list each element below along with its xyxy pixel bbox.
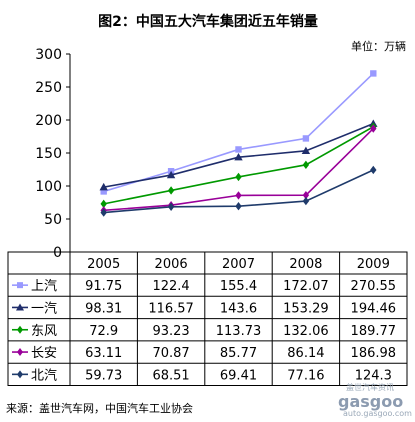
data-point <box>234 153 243 161</box>
data-point <box>302 190 310 200</box>
data-label: 63.11 <box>85 346 122 361</box>
data-label: 122.4 <box>152 279 189 294</box>
data-point <box>370 70 377 77</box>
data-label: 143.6 <box>220 301 257 316</box>
source-note: 来源：盖世汽车网，中国汽车工业协会 <box>6 402 193 415</box>
data-point <box>167 186 175 195</box>
data-point <box>302 196 310 206</box>
data-label: 85.77 <box>220 346 257 361</box>
data-point <box>235 146 242 153</box>
x-tick-label: 2009 <box>357 257 390 272</box>
data-point <box>302 160 310 170</box>
series-layer <box>99 70 378 217</box>
data-label: 189.77 <box>351 324 397 339</box>
data-point <box>166 170 176 179</box>
legend-label: 长安 <box>31 346 57 361</box>
watermark-url: auto.gasgoo.com <box>343 409 412 418</box>
data-label: 98.31 <box>85 301 122 316</box>
data-point <box>100 188 107 195</box>
data-label: 124.3 <box>355 368 392 383</box>
y-tick-label: 250 <box>35 80 62 96</box>
x-tick-label: 2005 <box>87 257 120 272</box>
data-point <box>235 172 242 182</box>
data-point <box>302 135 310 142</box>
data-point <box>301 146 311 155</box>
legend-label: 北汽 <box>31 368 57 383</box>
data-label: 155.4 <box>220 279 257 294</box>
data-point <box>167 202 175 211</box>
data-point <box>100 208 107 217</box>
data-point <box>17 370 23 379</box>
data-label: 153.29 <box>283 301 329 316</box>
data-label: 172.07 <box>283 279 329 294</box>
data-label: 116.57 <box>148 301 194 316</box>
y-tick-label: 150 <box>35 146 62 162</box>
data-point <box>370 124 377 133</box>
x-tick-label: 2008 <box>289 257 322 272</box>
legend-label: 一汽 <box>31 301 57 316</box>
data-table: 2005 2006 2007 2008 2009 上汽 91.75 122.4 155.4 172… <box>7 251 408 386</box>
data-label: 91.75 <box>85 279 122 294</box>
y-tick-label: 50 <box>44 212 62 228</box>
x-tick-label: 2007 <box>222 257 255 272</box>
y-tick-label: 0 <box>53 245 62 261</box>
legend-label: 上汽 <box>31 279 57 294</box>
y-tick-label: 100 <box>35 179 62 195</box>
watermark-caption: 盖世汽车资讯 <box>346 383 394 392</box>
data-point <box>235 201 242 211</box>
data-label: 77.16 <box>287 368 324 383</box>
data-point <box>16 303 24 311</box>
data-label: 69.41 <box>220 368 257 383</box>
data-label: 93.23 <box>152 324 189 339</box>
data-label: 59.73 <box>85 368 122 383</box>
data-point <box>17 325 23 334</box>
data-label: 72.9 <box>89 324 118 339</box>
data-label: 194.46 <box>351 301 397 316</box>
data-point <box>100 199 107 209</box>
data-label: 86.14 <box>287 346 324 361</box>
data-point <box>370 165 377 175</box>
data-label: 270.55 <box>351 279 397 294</box>
data-label: 113.73 <box>216 324 262 339</box>
unit-label: 单位：万辆 <box>351 39 406 53</box>
data-label: 68.51 <box>152 368 189 383</box>
data-label: 70.87 <box>152 346 189 361</box>
y-tick-label: 300 <box>35 47 62 63</box>
data-point <box>17 282 23 289</box>
watermark-logo: gasgoo <box>338 392 404 411</box>
chart-title: 图2：中国五大汽车集团近五年销量 <box>98 13 318 30</box>
data-point <box>17 348 23 357</box>
data-label: 186.98 <box>351 346 397 361</box>
data-label: 132.06 <box>283 324 329 339</box>
data-point <box>99 182 108 191</box>
y-tick-label: 200 <box>35 113 62 129</box>
x-tick-label: 2006 <box>155 257 188 272</box>
y-axis: 0 50 100 150 200 250 300 <box>35 47 71 261</box>
legend-label: 东风 <box>31 324 57 339</box>
data-point <box>235 191 242 200</box>
